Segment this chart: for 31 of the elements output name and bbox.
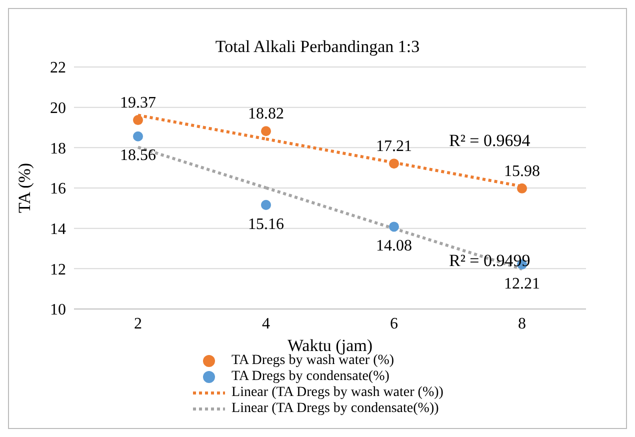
y-tick-label: 10 [50, 302, 66, 319]
data-label: 18.82 [248, 106, 284, 123]
y-tick-label: 12 [50, 261, 66, 278]
chart-title: Total Alkali Perbandingan 1:3 [214, 36, 421, 57]
y-tick-label: 16 [50, 180, 66, 198]
y-axis-title: TA (%) [15, 162, 34, 214]
x-tick-label: 2 [134, 315, 142, 332]
y-tick-label: 20 [50, 100, 66, 118]
point [260, 126, 272, 136]
point [132, 131, 144, 142]
legend-label: Linear (TA Dregs by wash water (%)) [232, 385, 444, 400]
legend-label: Linear (TA Dregs by condensate(%)) [232, 401, 439, 416]
data-label: 18.56 [120, 147, 156, 164]
data-label: 15.16 [248, 216, 284, 233]
x-tick-label: 4 [262, 315, 270, 332]
data-label: 17.21 [376, 138, 412, 156]
y-tick-label: 22 [50, 60, 66, 77]
data-label: 14.08 [376, 238, 412, 255]
annotation: R² = 0.9499 [449, 251, 530, 271]
data-label: 15.98 [504, 162, 540, 180]
data-label: 12.21 [504, 275, 540, 292]
y-tick-label: 18 [50, 140, 66, 158]
data-label: 19.37 [120, 94, 156, 112]
x-axis-title: Waktu (jam) [287, 336, 373, 355]
point [132, 115, 144, 126]
annotation: R² = 0.9694 [449, 131, 530, 151]
y-tick-label: 14 [50, 221, 66, 238]
x-tick-label: 8 [518, 315, 526, 332]
x-tick-label: 6 [390, 315, 398, 332]
legend-label: TA Dregs by condensate(%) [232, 369, 390, 384]
point [516, 183, 528, 194]
